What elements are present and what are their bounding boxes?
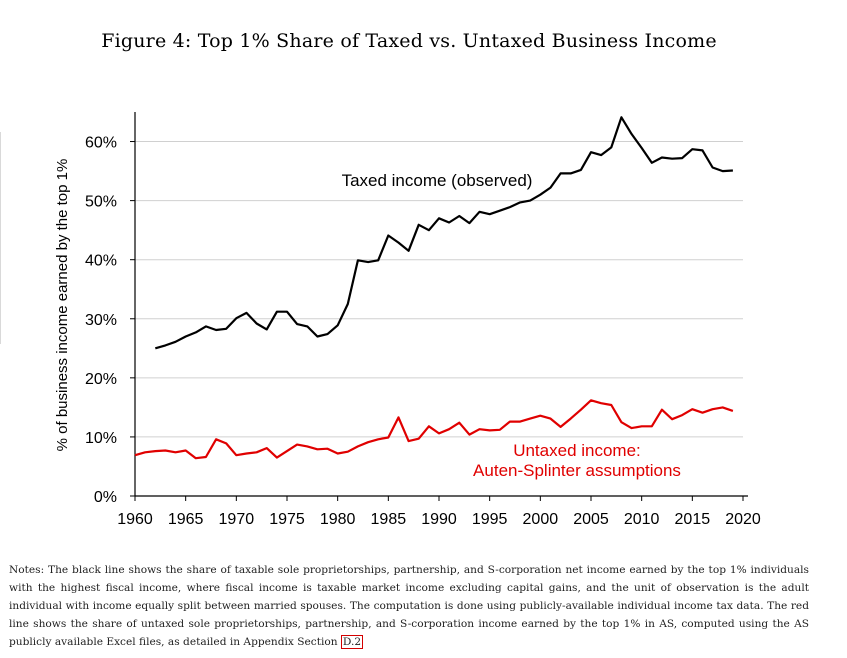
figure-notes: Notes: The black line shows the share of… [9,561,809,651]
y-tick-label: 40% [85,253,117,270]
x-axis-ticks: 1960 1965 1970 1975 1980 1985 1990 1995 2000 2005… [117,496,761,528]
x-tick-label: 1980 [320,511,356,528]
untaxed-income-line [134,399,734,460]
figure-title: Figure 4: Top 1% Share of Taxed vs. Unta… [101,30,717,52]
y-tick-label: 50% [85,194,117,211]
untaxed-income-label: Auten-Splinter assumptions [473,461,681,480]
taxed-income-line [154,116,733,350]
left-edge-divider [0,132,1,344]
x-tick-label: 1960 [117,511,153,528]
x-tick-label: 1970 [219,511,255,528]
series-annotations: Taxed income (observed) Untaxed income:Au… [342,171,681,480]
y-tick-label: 60% [85,135,117,152]
y-tick-label: 0% [94,489,117,506]
y-tick-label: 30% [85,312,117,329]
x-tick-label: 2010 [624,511,660,528]
x-tick-label: 2020 [725,511,761,528]
appendix-reference-link[interactable]: D.2 [340,635,364,649]
series-lines [134,116,734,460]
taxed-income-label: Taxed income (observed) [342,171,533,190]
axes [134,112,748,497]
x-tick-label: 1995 [472,511,508,528]
notes-text: Notes: The black line shows the share of… [9,564,809,648]
x-tick-label: 2005 [573,511,609,528]
untaxed-income-label: Untaxed income: [513,441,641,460]
y-axis-label: % of business income earned by the top 1… [54,159,71,452]
x-tick-label: 1965 [168,511,204,528]
x-tick-label: 1975 [269,511,305,528]
x-tick-label: 1985 [371,511,407,528]
x-tick-label: 2000 [523,511,559,528]
y-tick-label: 10% [85,430,117,447]
y-axis-ticks: 0% 10% 20% 30% 40% 50% 60% [85,135,135,506]
line-chart: 1960 1965 1970 1975 1980 1985 1990 1995 2000 2005… [54,112,761,528]
y-tick-label: 20% [85,371,117,388]
x-tick-label: 1990 [421,511,457,528]
x-tick-label: 2015 [675,511,711,528]
